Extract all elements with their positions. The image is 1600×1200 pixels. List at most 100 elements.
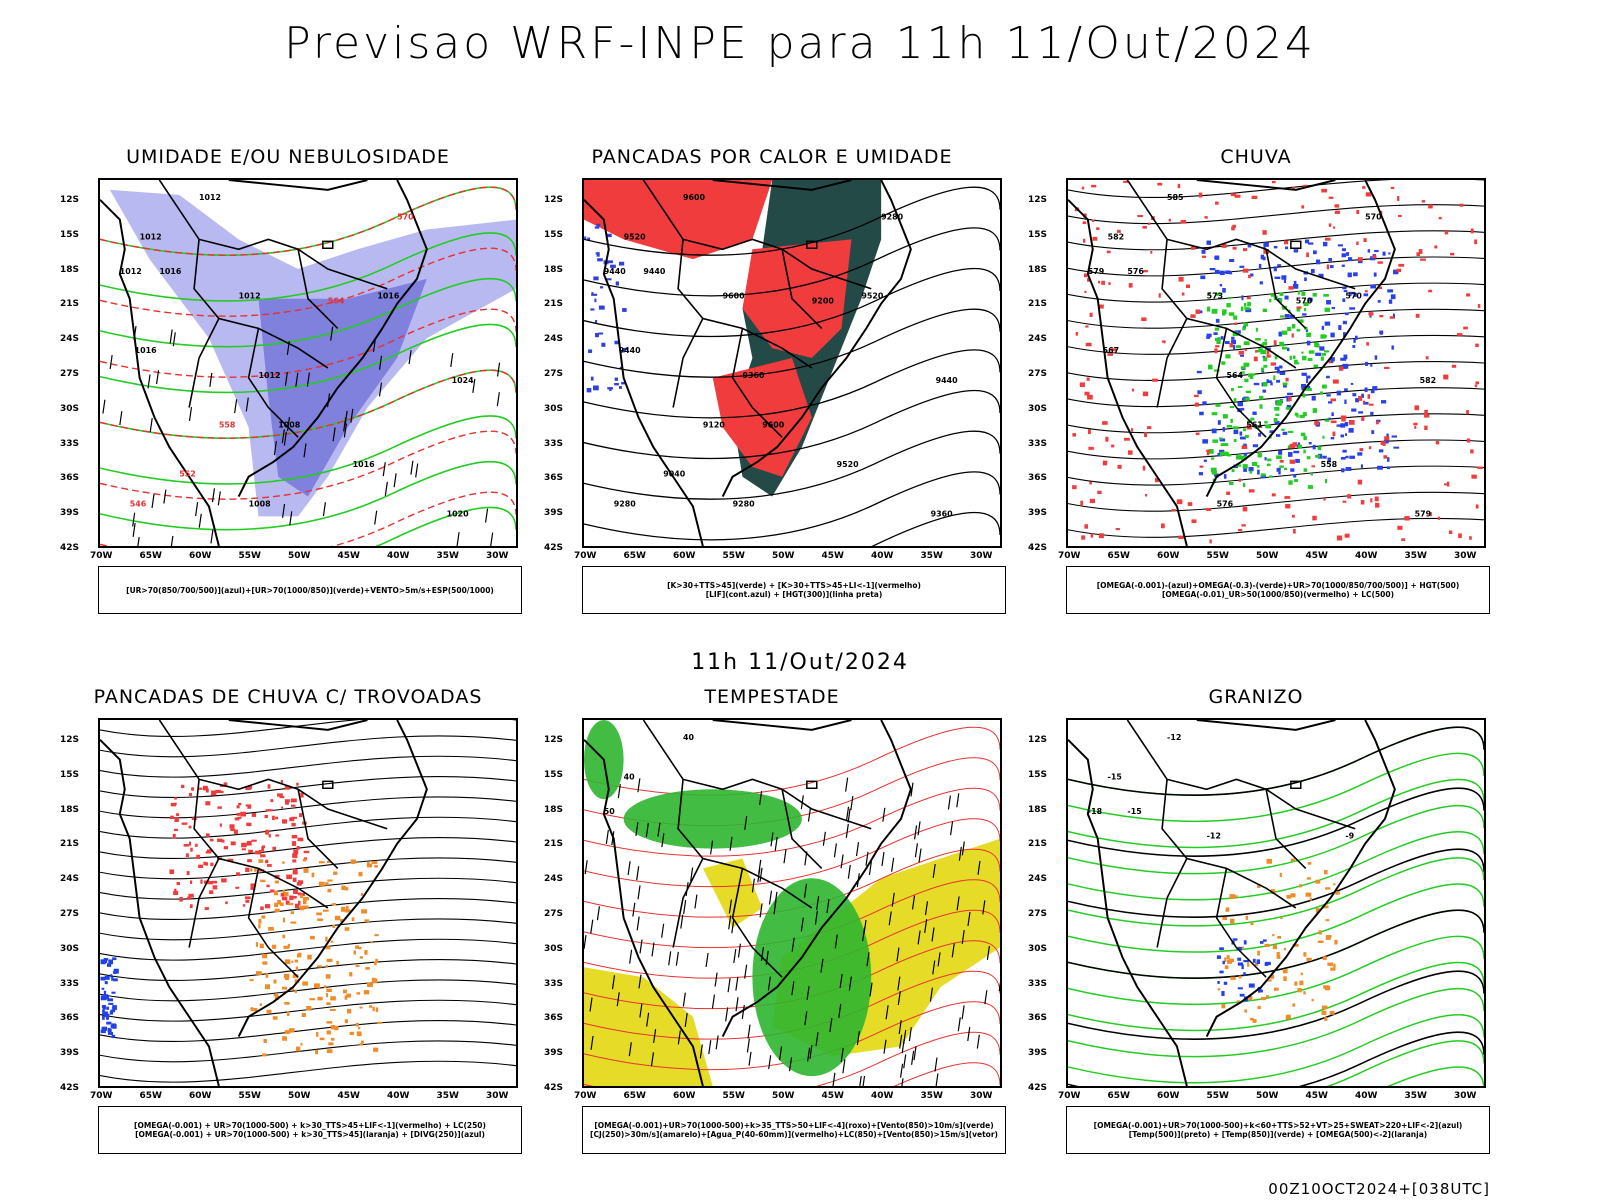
- storm-orange: [340, 918, 343, 923]
- omega-green: [1222, 309, 1227, 315]
- legend-line: [CJ(250)>30m/s](amarelo)+[Agua_P(40-60mm…: [590, 1130, 998, 1139]
- storm-red: [205, 801, 211, 806]
- wind-vector: [897, 991, 901, 1006]
- storm-orange: [288, 902, 294, 906]
- coastline: [100, 720, 428, 1086]
- lat-tick-label: 15S: [60, 769, 80, 780]
- omega-blue: [1306, 340, 1311, 346]
- lon-tick-label: 35W: [1404, 551, 1427, 561]
- omega-blue: [1225, 270, 1231, 275]
- contour-line: [1068, 787, 1484, 857]
- storm-red: [241, 842, 247, 848]
- storm-orange: [361, 1040, 364, 1044]
- hail-blue: [1243, 972, 1246, 976]
- storm-orange: [288, 1028, 295, 1033]
- wind-vector: [845, 823, 849, 838]
- storm-orange: [330, 940, 334, 943]
- lon-tick-label: 70W: [90, 551, 113, 561]
- omega-green: [1235, 455, 1242, 460]
- storm-red: [292, 868, 298, 874]
- omega-green: [1307, 485, 1313, 489]
- omega-blue: [1307, 242, 1314, 245]
- state-borders: [642, 180, 872, 438]
- wind-vector: [918, 848, 922, 863]
- divergence-blue: [101, 987, 105, 990]
- rain-red: [1332, 431, 1336, 437]
- storm-red: [223, 846, 229, 850]
- rain-red: [1377, 261, 1383, 264]
- lif-contour: [591, 293, 598, 296]
- storm-orange: [358, 946, 362, 950]
- lat-tick-label: 21S: [60, 839, 80, 850]
- contour-label: 570: [1365, 213, 1382, 222]
- wind-vector: [709, 840, 714, 855]
- rain-red: [1357, 479, 1363, 485]
- wind-vector: [711, 994, 716, 1009]
- omega-orange: [1290, 858, 1295, 862]
- storm-orange: [327, 888, 332, 893]
- omega-blue: [1274, 420, 1280, 425]
- rain-red: [1372, 255, 1377, 259]
- wind-vector: [783, 849, 787, 864]
- streamline: [100, 796, 516, 819]
- rain-red: [1117, 464, 1122, 469]
- rain-red: [1459, 203, 1464, 207]
- omega-blue: [1367, 249, 1371, 253]
- rain-red: [1435, 441, 1440, 445]
- lat-tick-label: 33S: [544, 438, 564, 449]
- storm-red: [291, 835, 298, 839]
- omega-blue: [1377, 465, 1383, 470]
- rain-red: [1253, 356, 1258, 362]
- rain-red: [1111, 444, 1115, 448]
- lon-tick-label: 40W: [871, 551, 894, 561]
- wind-vector: [931, 927, 935, 942]
- lif-contour: [621, 381, 626, 385]
- divergence-blue: [110, 1024, 114, 1029]
- storm-orange: [290, 911, 295, 915]
- omega-blue: [1306, 375, 1311, 379]
- omega-blue: [1261, 382, 1265, 387]
- omega-blue: [1347, 257, 1353, 262]
- lat-tick-label: 18S: [1028, 804, 1048, 815]
- lat-tick-label: 18S: [544, 264, 564, 275]
- divergence-blue: [106, 1013, 110, 1017]
- omega-blue: [1279, 365, 1283, 369]
- wind-vector: [800, 917, 804, 932]
- contour-label: 9600: [723, 292, 746, 301]
- lif-contour: [609, 388, 612, 392]
- panel-legend: [OMEGA(-0.001)+UR>70(1000-500)+k>35_TTS>…: [582, 1106, 1006, 1154]
- divergence-blue: [111, 976, 114, 981]
- rain-red: [1396, 268, 1402, 273]
- hail-blue: [1223, 981, 1228, 985]
- omega-blue: [1262, 355, 1266, 359]
- omega-orange: [1264, 943, 1270, 947]
- lat-tick-label: 21S: [1028, 839, 1048, 850]
- storm-orange: [296, 954, 301, 958]
- wind-vector: [735, 997, 739, 1012]
- rain-red: [1475, 504, 1479, 509]
- rain-red: [1142, 465, 1146, 471]
- rain-red: [1176, 499, 1183, 505]
- lon-tick-label: 30W: [970, 551, 993, 561]
- lon-tick-label: 45W: [337, 1091, 360, 1101]
- wind-vector: [668, 951, 672, 966]
- contour-line: [375, 506, 516, 546]
- storm-red: [270, 799, 274, 803]
- omega-blue: [1390, 294, 1396, 300]
- omega-blue: [1270, 382, 1273, 386]
- omega-blue: [1393, 446, 1400, 449]
- contour-label: 1016: [353, 460, 376, 469]
- omega-blue: [1276, 379, 1281, 383]
- streamline: [1068, 334, 1484, 355]
- omega-orange: [1236, 1000, 1240, 1003]
- omega-blue: [1300, 383, 1306, 388]
- omega-blue: [1214, 269, 1220, 274]
- storm-red: [189, 904, 193, 909]
- wind-vector: [715, 1035, 719, 1050]
- rain-red: [1128, 283, 1133, 288]
- storm-red: [292, 859, 297, 863]
- contour-line: [1068, 970, 1484, 1040]
- legend-line: [OMEGA(-0.001)-(azul)+OMEGA(-0.3)-(verde…: [1096, 581, 1460, 590]
- storm-red: [237, 816, 242, 819]
